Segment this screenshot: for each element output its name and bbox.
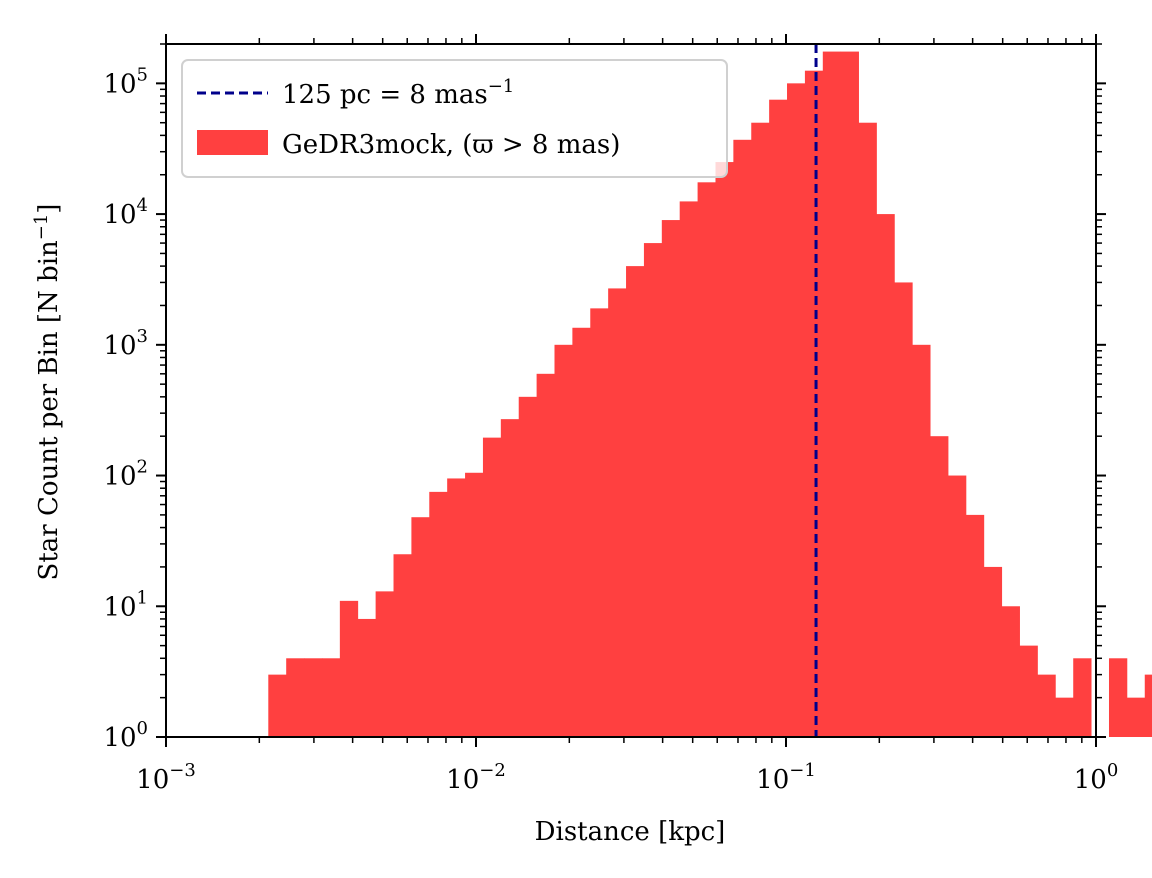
histogram-bar [769, 99, 788, 737]
y-tick-label-exp: 1 [137, 587, 148, 608]
x-tick-label-base: 10 [446, 765, 479, 795]
histogram-bar [286, 658, 305, 737]
histogram-bar [858, 122, 877, 737]
histogram-bar [679, 201, 698, 737]
histogram-bar [930, 436, 949, 737]
y-tick-label-exp: 3 [137, 326, 148, 347]
histogram-bar [518, 396, 538, 737]
histogram-bar [804, 70, 824, 738]
y-tick-label: 100 [103, 718, 148, 753]
histogram-bar [1108, 658, 1128, 737]
legend-label-histogram: GeDR3mock, (ϖ > 8 mas) [282, 130, 620, 160]
x-tick-label: 10−1 [756, 760, 816, 795]
histogram-bar [948, 475, 967, 737]
histogram-bar [1126, 697, 1146, 737]
x-tick-label: 10−2 [446, 760, 506, 795]
y-axis-label-main: Star Count per Bin [N bin [34, 240, 64, 580]
y-axis-label-close: ] [34, 204, 64, 214]
histogram-bar [482, 437, 502, 737]
histogram-bar [536, 373, 555, 737]
y-tick-label-base: 10 [103, 462, 136, 492]
x-tick-labels: 10−3 10−2 10−1 100 [136, 760, 1118, 795]
histogram-bar [268, 674, 287, 737]
histogram-bar [1037, 674, 1056, 737]
histogram-bar [661, 220, 681, 737]
y-axis-label-sup: −1 [31, 214, 52, 241]
y-tick-label-base: 10 [103, 200, 136, 230]
histogram-bar [500, 419, 520, 737]
histogram-bar [1073, 658, 1092, 737]
y-tick-label: 105 [103, 64, 148, 99]
y-tick-label: 101 [103, 587, 148, 622]
histogram-bars [268, 51, 1152, 738]
legend-label-vline: 125 pc = 8 mas−1 [282, 76, 514, 110]
histogram-bar [733, 139, 752, 738]
plot-frame [165, 43, 1097, 738]
x-tick-label-base: 10 [136, 765, 169, 795]
histogram-bar [912, 344, 931, 737]
histogram-bar [1055, 697, 1074, 737]
x-tick-label-exp: 0 [1107, 760, 1118, 781]
y-tick-label-exp: 4 [137, 195, 148, 216]
y-tick-label: 103 [103, 326, 148, 361]
y-tick-label-exp: 5 [137, 64, 148, 85]
y-tick-label-base: 10 [103, 69, 136, 99]
legend-label-vline-main: 125 pc = 8 mas [282, 80, 488, 110]
histogram-bar [429, 491, 448, 737]
y-tick-label: 102 [103, 457, 148, 492]
histogram-bar [840, 51, 859, 737]
histogram-bar [965, 514, 985, 737]
y-axis-label: Star Count per Bin [N bin−1] [31, 204, 64, 581]
x-tick-label: 100 [1074, 760, 1119, 795]
histogram-bar [357, 618, 377, 737]
histogram-bar [876, 214, 895, 737]
histogram-bar [1001, 606, 1020, 737]
histogram-bar [894, 282, 913, 737]
histogram-bar [715, 162, 734, 737]
histogram-bar [697, 182, 716, 737]
histogram-bar [643, 243, 663, 737]
histogram-bar [465, 472, 484, 737]
y-tick-label: 104 [103, 195, 148, 230]
histogram-bar [1019, 645, 1038, 737]
histogram-bar [393, 554, 412, 737]
histogram-bar [339, 600, 359, 737]
y-tick-label-exp: 0 [137, 718, 148, 739]
x-tick-label-base: 10 [756, 765, 789, 795]
x-tick-label-base: 10 [1074, 765, 1107, 795]
x-tick-label: 10−3 [136, 760, 196, 795]
y-tick-label-base: 10 [103, 723, 136, 753]
x-tick-label-exp: −3 [169, 760, 196, 781]
histogram-bar [822, 51, 842, 737]
histogram-bar [626, 266, 645, 737]
histogram-bar [1144, 674, 1152, 737]
histogram-bar [321, 658, 341, 737]
histogram-bar [572, 327, 591, 737]
histogram-bar [554, 344, 573, 737]
histogram-bar [411, 517, 430, 737]
histogram-bar [751, 122, 770, 737]
histogram-bar [787, 83, 806, 738]
y-tick-label-base: 10 [103, 592, 136, 622]
legend-frame [181, 59, 728, 178]
y-tick-label-base: 10 [103, 331, 136, 361]
histogram-bar [983, 566, 1003, 737]
histogram-bar [590, 308, 609, 737]
histogram-bar [447, 478, 466, 737]
histogram-bar [375, 591, 394, 737]
legend: 125 pc = 8 mas−1 GeDR3mock, (ϖ > 8 mas) [181, 59, 728, 178]
legend-patch-swatch [197, 130, 268, 155]
axis-ticks [156, 34, 1106, 747]
histogram-bar [608, 288, 627, 737]
x-tick-label-exp: −2 [479, 760, 506, 781]
legend-label-vline-sup: −1 [488, 76, 515, 97]
x-tick-label-exp: −1 [789, 760, 816, 781]
histogram-bar [304, 658, 323, 737]
y-tick-label-exp: 2 [137, 457, 148, 478]
x-axis-label: Distance [kpc] [535, 817, 726, 847]
